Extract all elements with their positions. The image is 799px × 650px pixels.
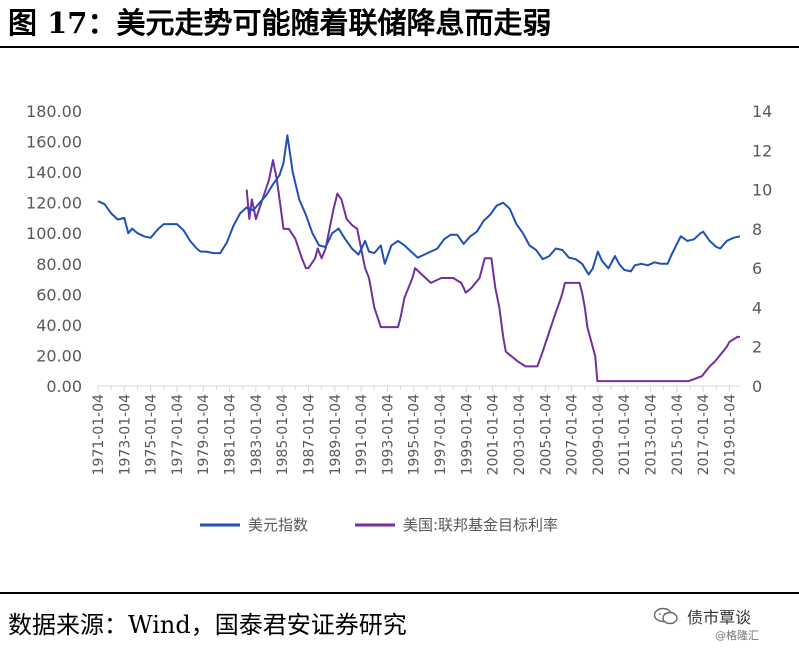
watermark: 债市覃谈 @格隆汇: [651, 602, 791, 646]
series-line-fed-funds-rate: [245, 159, 740, 383]
wechat-icon: [653, 607, 678, 625]
x-tick-label: 1979-01-04: [196, 394, 212, 475]
right-tick-label: 12: [752, 141, 772, 160]
x-tick-label: 1975-01-04: [144, 394, 160, 475]
left-tick-label: 60.00: [36, 285, 82, 304]
x-tick-label: 1977-01-04: [170, 394, 186, 475]
bottom-rule: [0, 592, 799, 594]
x-tick-label: 2009-01-04: [591, 394, 607, 475]
right-tick-label: 4: [752, 298, 762, 317]
x-tick-label: 2011-01-04: [617, 394, 633, 475]
x-tick-label: 1983-01-04: [249, 394, 265, 475]
top-rule: [0, 46, 799, 48]
x-tick-label: 1987-01-04: [301, 394, 317, 475]
x-axis: 1971-01-04 1973-01-04 1975-01-04 1977-01-04…: [91, 386, 738, 475]
right-tick-label: 0: [752, 377, 762, 396]
right-tick-label: 8: [752, 220, 762, 239]
legend-label-fed-funds-rate: 美国:联邦基金目标利率: [403, 516, 558, 534]
legend-label-dollar-index: 美元指数: [248, 516, 308, 534]
left-tick-label: 40.00: [36, 316, 82, 335]
left-tick-label: 100.00: [26, 224, 82, 243]
left-tick-label: 120.00: [26, 194, 82, 213]
x-tick-label: 2019-01-04: [722, 394, 738, 475]
left-y-axis: 0.00 20.00 40.00 60.00 80.00 100.00 120.00 140.…: [26, 102, 82, 396]
right-tick-label: 6: [752, 259, 762, 278]
x-tick-label: 2007-01-04: [565, 394, 581, 475]
watermark-handle: @格隆汇: [715, 629, 759, 642]
x-tick-label: 2013-01-04: [644, 394, 660, 475]
left-tick-label: 160.00: [26, 133, 82, 152]
chart: 0.00 20.00 40.00 60.00 80.00 100.00 120.00 140.…: [26, 102, 772, 534]
x-tick-label: 2005-01-04: [538, 394, 554, 475]
x-tick-label: 1993-01-04: [380, 394, 396, 475]
x-tick-label: 2017-01-04: [696, 394, 712, 475]
x-tick-label: 2003-01-04: [512, 394, 528, 475]
x-tick-label: 1989-01-04: [328, 394, 344, 475]
left-tick-label: 140.00: [26, 163, 82, 182]
x-tick-label: 1995-01-04: [407, 394, 423, 475]
x-tick-label: 1985-01-04: [275, 394, 291, 475]
x-tick-label: 1999-01-04: [459, 394, 475, 475]
figure-title: 图 17：美元走势可能随着联储降息而走弱: [8, 6, 552, 40]
source-note: 数据来源：Wind，国泰君安证券研究: [8, 611, 407, 639]
x-tick-label: 1971-01-04: [91, 394, 107, 475]
x-tick-label: 1997-01-04: [433, 394, 449, 475]
left-tick-label: 20.00: [36, 346, 82, 365]
right-tick-label: 10: [752, 181, 772, 200]
x-tick-label: 1981-01-04: [223, 394, 239, 475]
x-tick-label: 2001-01-04: [486, 394, 502, 475]
left-tick-label: 0.00: [46, 377, 82, 396]
watermark-name: 债市覃谈: [687, 608, 752, 627]
right-tick-label: 2: [752, 338, 762, 357]
x-tick-label: 1991-01-04: [354, 394, 370, 475]
right-tick-label: 14: [752, 102, 772, 121]
series-line-dollar-index: [97, 134, 741, 276]
x-tick-label: 2015-01-04: [670, 394, 686, 475]
left-tick-label: 180.00: [26, 102, 82, 121]
left-tick-label: 80.00: [36, 255, 82, 274]
x-tick-label: 1973-01-04: [117, 394, 133, 475]
legend: 美元指数 美国:联邦基金目标利率: [200, 516, 558, 534]
right-y-axis: 0 2 4 6 8 10 12 14: [752, 102, 772, 396]
